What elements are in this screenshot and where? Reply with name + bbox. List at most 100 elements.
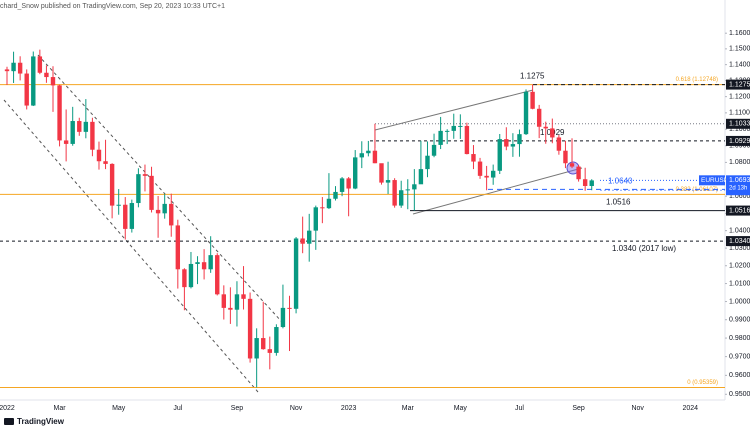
candle-body — [372, 150, 378, 164]
candle-body — [287, 307, 292, 309]
level-price-box — [726, 79, 750, 90]
y-tick-label: 1.11000 — [729, 110, 750, 117]
level-label: 1.0340 (2017 low) — [612, 244, 676, 253]
x-tick-label: Nov — [631, 405, 644, 412]
candle-body — [241, 294, 246, 299]
candle-body — [195, 262, 200, 264]
candle-body — [346, 178, 351, 189]
candle-body — [477, 161, 483, 176]
candle-body — [201, 262, 207, 270]
level-price-label: 1.1275 — [729, 81, 750, 88]
y-tick-label: 1.08000 — [729, 159, 750, 166]
candle-body — [326, 198, 332, 209]
candle-body — [63, 140, 69, 144]
candle-body — [425, 155, 430, 170]
candle-body — [497, 139, 502, 171]
candle-body — [123, 204, 128, 229]
level-price-label: 1.0929 — [729, 138, 750, 145]
candle-body — [215, 255, 220, 295]
fib-label: 0.618 (1.12748) — [676, 77, 718, 83]
candle-body — [70, 121, 75, 144]
candle-body — [412, 184, 417, 190]
channel-line — [3, 99, 259, 393]
candle-body — [359, 153, 364, 158]
candle-body — [582, 179, 588, 186]
candle-body — [444, 130, 450, 132]
candle-body — [431, 144, 437, 156]
footer-logo: TradingView — [4, 417, 65, 426]
candle-body — [543, 126, 548, 129]
y-tick-label: 1.01000 — [729, 280, 750, 287]
x-tick-label: Jul — [173, 405, 182, 412]
level-price-label: 1.1033 — [729, 121, 750, 128]
level-label: 1.0640 — [608, 176, 633, 185]
candle-body — [83, 121, 89, 132]
y-tick-label: 1.10000 — [729, 126, 750, 133]
channel-line — [412, 167, 583, 215]
channel-line — [37, 54, 283, 323]
candle-body — [451, 125, 456, 131]
candle-body — [504, 139, 509, 147]
level-price-box — [726, 236, 750, 247]
candle-body — [366, 150, 371, 154]
y-tick-label: 1.00000 — [729, 298, 750, 305]
candle-body — [116, 204, 121, 206]
x-tick-label: Nov — [290, 405, 303, 412]
level-price-label: 1.0516 — [729, 207, 750, 214]
candle-body — [563, 150, 568, 164]
candle-body — [37, 56, 43, 73]
candle-body — [392, 180, 397, 206]
candle-body — [523, 91, 529, 135]
candle-body — [17, 62, 23, 74]
candle-body — [24, 73, 29, 106]
symbol-label: EURUSD — [701, 177, 729, 184]
candle-body — [418, 169, 424, 185]
candle-body — [293, 238, 299, 309]
candle-body — [405, 189, 410, 191]
candle-body — [379, 163, 384, 183]
candle-body — [458, 125, 463, 127]
candle-body — [96, 149, 102, 162]
x-tick-label: Jul — [515, 405, 524, 412]
candle-body — [162, 203, 167, 214]
candle-body — [589, 180, 594, 186]
level-label: 1.0516 — [606, 198, 631, 207]
candle-body — [50, 77, 56, 86]
y-tick-label: 1.14000 — [729, 61, 750, 68]
x-tick-label: Mar — [402, 405, 415, 412]
y-tick-label: 1.06000 — [729, 193, 750, 200]
candle-body — [129, 203, 135, 229]
y-tick-label: 1.16000 — [729, 30, 750, 37]
candle-body — [536, 108, 542, 127]
candle-body — [208, 255, 213, 270]
candle-body — [103, 161, 108, 164]
candle-body — [254, 338, 259, 359]
candle-body — [353, 157, 358, 189]
candle-body — [31, 56, 36, 106]
candle-body — [569, 163, 575, 167]
x-tick-label: Mar — [54, 405, 67, 412]
candle-body — [274, 327, 279, 353]
plot: 0.618 (1.12748)0.382 (1.06107)0 (0.95359… — [0, 49, 725, 388]
candle-body — [339, 178, 345, 192]
x-tick-label: 2022 — [0, 405, 15, 412]
x-tick-label: May — [112, 405, 126, 412]
candle-body — [44, 72, 49, 78]
y-tick-label: 1.09000 — [729, 143, 750, 150]
candle-body — [307, 230, 312, 244]
candle-body — [333, 191, 338, 199]
last-price-box — [726, 175, 750, 193]
candle-body — [261, 338, 266, 350]
candle-body — [313, 207, 318, 231]
candle-body — [136, 174, 141, 204]
x-tick-label: 2024 — [682, 405, 698, 412]
candle-body — [385, 180, 391, 183]
candle-body — [484, 175, 489, 178]
candle-body — [556, 137, 562, 151]
candle-body — [576, 166, 581, 180]
